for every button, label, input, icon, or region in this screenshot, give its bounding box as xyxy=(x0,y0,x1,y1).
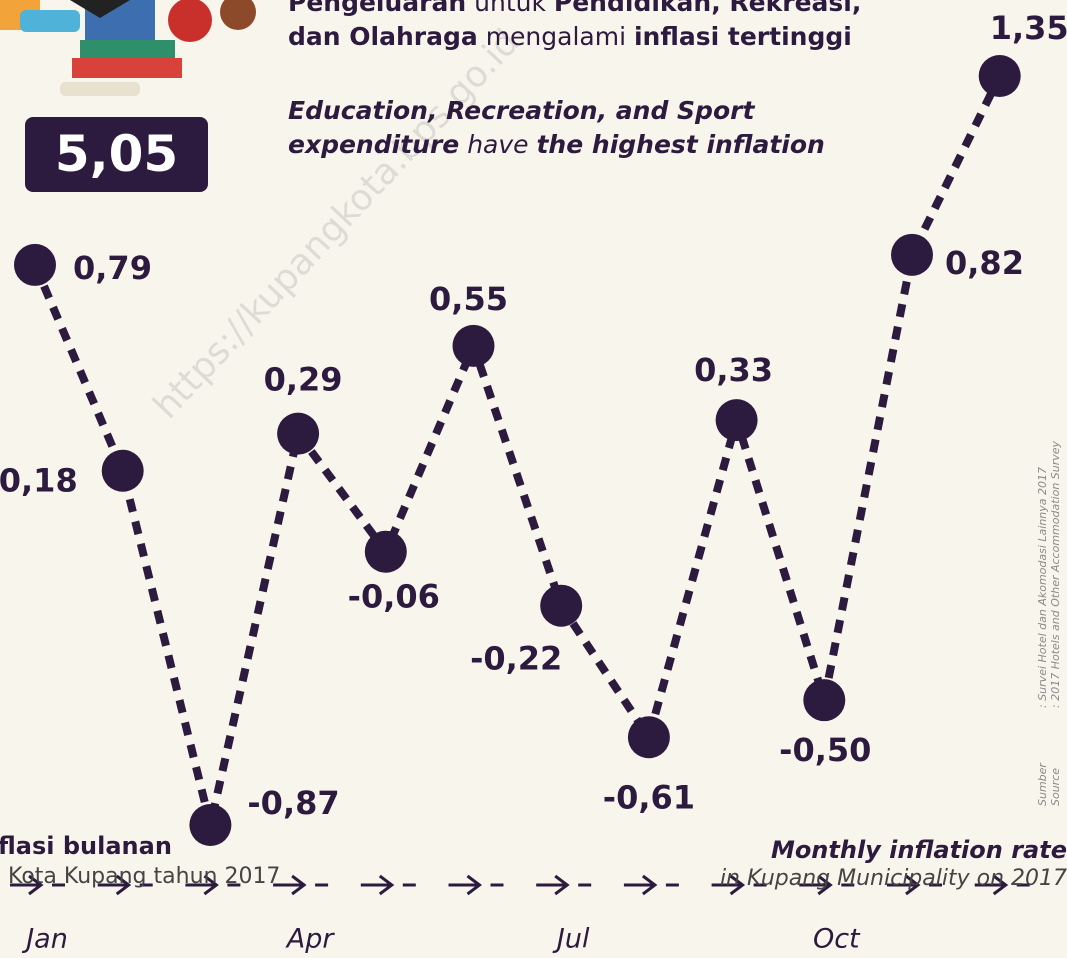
point xyxy=(627,716,670,759)
title-part: Pengeluaran xyxy=(288,0,467,17)
arrow xyxy=(536,874,570,896)
title-part: inflasi tertinggi xyxy=(633,22,852,51)
source-text: : 2017 Hotels and Other Accommodation Su… xyxy=(1049,440,1062,708)
arrow xyxy=(273,874,307,896)
arrow xyxy=(974,874,1009,896)
title-part: dan Olahraga xyxy=(288,22,478,51)
value-label: 0,29 xyxy=(264,361,343,399)
value-label: 0,33 xyxy=(694,351,773,389)
icon xyxy=(70,0,130,18)
arrow xyxy=(97,874,132,896)
arrow xyxy=(185,874,219,896)
point xyxy=(803,679,846,722)
x-tick-label: Oct xyxy=(813,924,861,955)
point xyxy=(189,804,232,846)
point xyxy=(14,243,56,286)
caption: in Kupang Municipality on 2017 xyxy=(719,866,1067,891)
value-label: -0,06 xyxy=(348,578,440,616)
point xyxy=(364,530,407,573)
x-tick-label: Jan xyxy=(21,924,68,955)
value-label: 1,35 xyxy=(990,9,1067,47)
title-part: untuk xyxy=(474,0,546,17)
line xyxy=(31,74,1004,826)
subtitle-part: Education, Recreation, and Sport xyxy=(288,96,755,125)
subtitle: Education, Recreation, and Sport expendi… xyxy=(288,94,825,162)
value-label: 0,18 xyxy=(0,462,78,500)
icon xyxy=(72,58,182,78)
plot: 0,79 0,18 -0,87 0,29 -0,06 0,55 -0,22 -0,61 0,33… xyxy=(0,9,1067,955)
value-label: 0,79 xyxy=(73,249,152,287)
value-label: -0,87 xyxy=(247,784,339,822)
point xyxy=(452,324,495,367)
arrow xyxy=(711,874,746,896)
point xyxy=(978,55,1021,97)
x-tick-label: Jul xyxy=(552,924,590,955)
value-label: -0,61 xyxy=(603,778,695,816)
icon xyxy=(60,82,140,96)
source-label: Sumber xyxy=(1036,762,1049,806)
title-part: Pendidikan, Rekreasi, xyxy=(553,0,862,17)
point xyxy=(540,584,583,627)
title: Pengeluaran untuk Pendidikan, Rekreasi, … xyxy=(288,0,861,54)
x-tick-label: Apr xyxy=(285,924,336,955)
title-part: mengalami xyxy=(485,22,627,51)
subtitle-part: expenditure xyxy=(288,130,460,159)
value-label: -0,22 xyxy=(470,640,562,678)
arrow xyxy=(799,874,833,896)
point xyxy=(277,412,320,455)
source: Sumber : Survei Hotel dan Akomodasi Lain… xyxy=(1036,440,1062,806)
point xyxy=(101,449,144,492)
value-label: -0,50 xyxy=(779,731,871,769)
illustration xyxy=(0,0,256,96)
value-label: 0,55 xyxy=(429,280,508,318)
source-label: Source xyxy=(1049,768,1062,806)
caption: flasi bulanan xyxy=(0,832,172,860)
caption: Kota Kupang tahun 2017 xyxy=(8,864,281,889)
subtitle-part: the highest inflation xyxy=(536,130,825,159)
icon xyxy=(20,10,80,32)
point xyxy=(715,399,758,442)
source-text: : Survei Hotel dan Akomodasi Lainnya 201… xyxy=(1036,467,1049,708)
caption: Monthly inflation rate xyxy=(770,836,1067,864)
icon xyxy=(80,40,175,58)
value-label: 0,82 xyxy=(945,244,1024,282)
subtitle-part: have xyxy=(467,130,529,159)
highlight-value: 5,05 xyxy=(25,117,208,192)
point xyxy=(891,233,933,276)
arrow xyxy=(887,874,921,896)
arrow xyxy=(623,874,658,896)
icon xyxy=(220,0,256,30)
arrow xyxy=(448,874,482,896)
arrow xyxy=(10,874,44,896)
icon xyxy=(168,0,212,42)
arrow xyxy=(360,874,395,896)
